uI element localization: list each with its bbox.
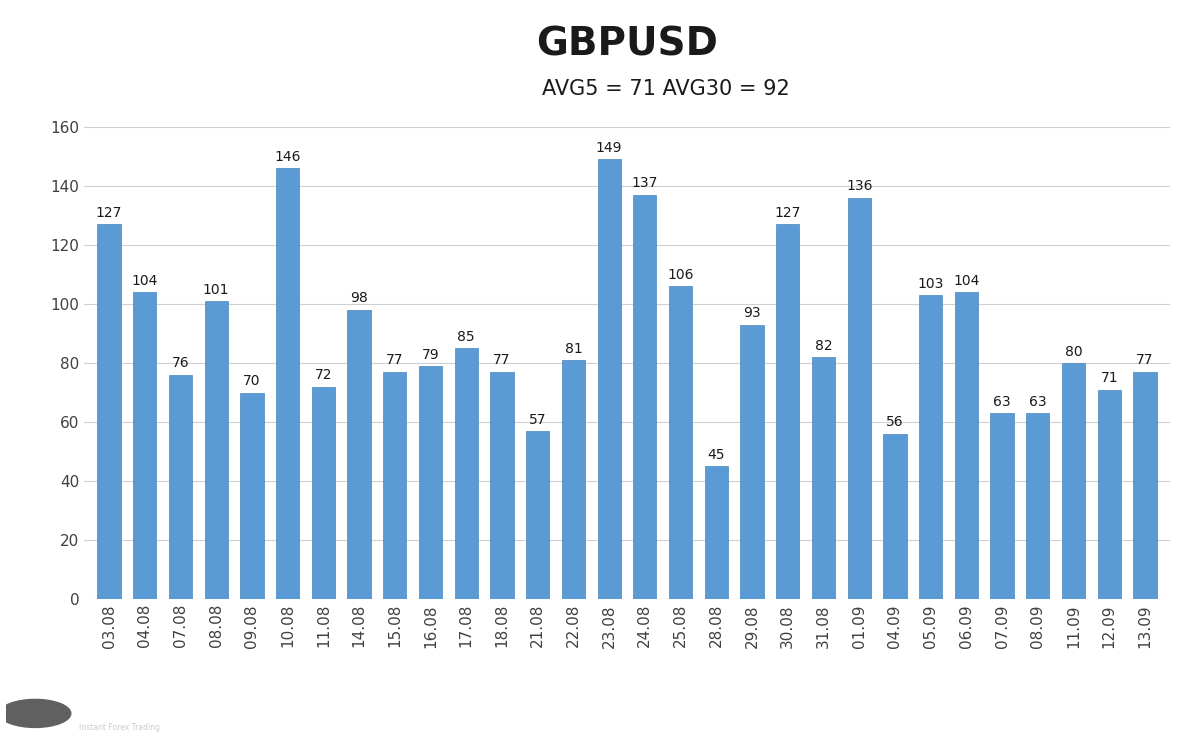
Bar	[919, 295, 942, 599]
Text: 93: 93	[743, 306, 761, 321]
Text: 77: 77	[493, 354, 511, 368]
Bar	[776, 224, 799, 599]
Text: 81: 81	[564, 342, 582, 356]
Title: GBPUSD: GBPUSD	[536, 25, 718, 64]
Bar	[1062, 363, 1085, 599]
Text: 56: 56	[886, 416, 904, 429]
Bar	[455, 348, 478, 599]
Bar	[634, 195, 656, 599]
Bar	[1098, 389, 1121, 599]
Text: 101: 101	[203, 282, 229, 297]
Text: 45: 45	[708, 448, 725, 462]
Text: Instant Forex Trading: Instant Forex Trading	[79, 723, 160, 732]
Text: 127: 127	[96, 206, 122, 220]
Text: 82: 82	[815, 339, 833, 353]
Text: 76: 76	[172, 357, 190, 371]
Text: 103: 103	[918, 276, 944, 291]
Bar	[133, 292, 156, 599]
Text: 85: 85	[457, 330, 475, 344]
Text: 136: 136	[846, 179, 872, 193]
Text: 149: 149	[596, 141, 623, 155]
Bar	[740, 324, 763, 599]
Bar	[276, 169, 299, 599]
Bar	[491, 372, 514, 599]
Text: 98: 98	[350, 291, 368, 306]
Circle shape	[0, 696, 80, 731]
Text: 77: 77	[386, 354, 403, 368]
Bar	[562, 360, 586, 599]
Text: 104: 104	[953, 274, 979, 288]
Text: 137: 137	[631, 176, 658, 190]
Bar	[955, 292, 978, 599]
Text: 106: 106	[667, 268, 694, 282]
Text: 63: 63	[1030, 395, 1046, 409]
Bar	[990, 413, 1014, 599]
Text: 77: 77	[1136, 354, 1153, 368]
Text: 80: 80	[1064, 345, 1082, 359]
Text: 57: 57	[529, 413, 546, 426]
Bar	[598, 160, 620, 599]
Bar	[240, 392, 264, 599]
Text: 146: 146	[275, 150, 301, 164]
Bar	[169, 374, 192, 599]
Circle shape	[0, 700, 71, 727]
Bar	[847, 198, 871, 599]
Text: 127: 127	[774, 206, 800, 220]
Bar	[204, 301, 228, 599]
Text: AVG5 = 71 AVG30 = 92: AVG5 = 71 AVG30 = 92	[542, 79, 790, 99]
Bar	[97, 224, 121, 599]
Text: 104: 104	[132, 274, 158, 288]
Bar	[812, 357, 835, 599]
Bar	[526, 431, 550, 599]
Text: 79: 79	[421, 348, 439, 362]
Bar	[1133, 372, 1157, 599]
Bar	[1026, 413, 1050, 599]
Text: 70: 70	[244, 374, 260, 388]
Bar	[668, 286, 692, 599]
Text: 72: 72	[314, 369, 332, 382]
Text: 63: 63	[994, 395, 1010, 409]
Bar	[312, 386, 335, 599]
Text: instaforex: instaforex	[79, 697, 155, 710]
Bar	[419, 366, 442, 599]
Bar	[704, 467, 728, 599]
Text: 71: 71	[1100, 372, 1118, 385]
Bar	[883, 434, 906, 599]
Bar	[383, 372, 407, 599]
Bar	[348, 310, 371, 599]
